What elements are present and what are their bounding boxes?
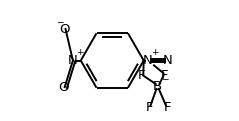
Text: −: −: [56, 17, 63, 26]
Text: −: −: [161, 75, 168, 83]
Text: N: N: [143, 54, 153, 67]
Text: F: F: [163, 101, 171, 114]
Text: B: B: [153, 80, 162, 93]
Text: +: +: [76, 49, 83, 57]
Text: O: O: [58, 81, 69, 94]
Text: F: F: [138, 69, 146, 82]
Text: F: F: [161, 69, 169, 82]
Text: +: +: [151, 49, 158, 57]
Text: N: N: [163, 54, 172, 67]
Text: F: F: [145, 101, 153, 114]
Text: O: O: [59, 23, 69, 36]
Text: N: N: [68, 54, 78, 67]
